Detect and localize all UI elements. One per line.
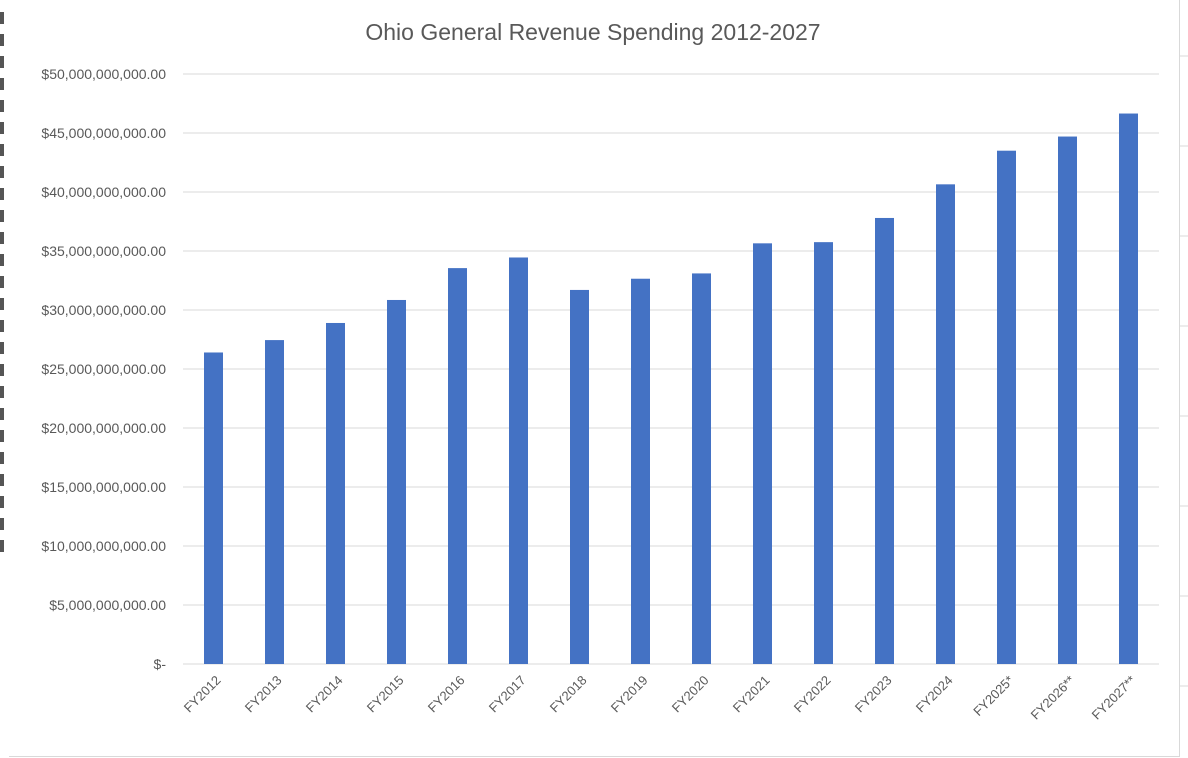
bar-fy2025 <box>997 150 1016 664</box>
row-header-strip <box>0 0 9 758</box>
y-tick-label: $25,000,000,000.00 <box>41 361 166 377</box>
bar-chart: Ohio General Revenue Spending 2012-2027 … <box>41 19 1159 723</box>
x-tick-label: FY2027** <box>1089 673 1139 723</box>
chart-title: Ohio General Revenue Spending 2012-2027 <box>365 19 820 45</box>
x-tick-label: FY2019 <box>608 673 651 716</box>
x-tick-label: FY2016 <box>425 673 468 716</box>
row-header-fragment <box>0 122 4 134</box>
y-tick-label: $35,000,000,000.00 <box>41 243 166 259</box>
x-tick-label: FY2012 <box>181 673 224 716</box>
row-header-fragment <box>0 430 4 442</box>
y-tick-label: $5,000,000,000.00 <box>49 597 166 613</box>
x-tick-label: FY2018 <box>547 673 590 716</box>
bar-fy2013 <box>265 340 284 664</box>
x-tick-label: FY2017 <box>486 673 529 716</box>
row-header-fragment <box>0 496 4 508</box>
gridlines <box>183 73 1159 665</box>
bar-fy2017 <box>509 257 528 664</box>
row-header-fragment <box>0 518 4 530</box>
bar-fy2019 <box>631 278 650 664</box>
bars <box>204 113 1138 665</box>
bar-fy2026 <box>1058 136 1077 665</box>
row-header-fragment <box>0 386 4 398</box>
bar-fy2014 <box>326 322 345 664</box>
row-header-fragment <box>0 34 4 46</box>
x-tick-label: FY2022 <box>791 673 834 716</box>
bar-fy2018 <box>570 289 589 664</box>
x-tick-label: FY2023 <box>852 673 895 716</box>
row-header-fragment <box>0 56 4 68</box>
row-header-fragment <box>0 342 4 354</box>
row-header-fragment <box>0 210 4 222</box>
row-header-fragment <box>0 276 4 288</box>
bar-fy2023 <box>875 217 894 664</box>
row-header-fragment <box>0 78 4 90</box>
row-header-fragment <box>0 144 4 156</box>
bar-fy2024 <box>936 184 955 664</box>
bar-fy2015 <box>387 299 406 664</box>
x-tick-label: FY2024 <box>913 673 956 716</box>
bar-fy2021 <box>753 243 772 664</box>
row-header-fragment <box>0 188 4 200</box>
y-tick-label: $15,000,000,000.00 <box>41 479 166 495</box>
row-header-fragment <box>0 166 4 178</box>
row-header-fragment <box>0 254 4 266</box>
y-tick-label: $20,000,000,000.00 <box>41 420 166 436</box>
row-header-fragment <box>0 364 4 376</box>
y-tick-label: $- <box>154 656 167 672</box>
row-header-fragment <box>0 100 4 112</box>
bar-fy2016 <box>448 268 467 664</box>
row-header-fragment <box>0 452 4 464</box>
x-tick-label: FY2020 <box>669 673 712 716</box>
bar-fy2022 <box>814 242 833 664</box>
row-header-fragment <box>0 474 4 486</box>
bar-fy2012 <box>204 352 223 664</box>
row-header-fragment <box>0 320 4 332</box>
x-tick-label: FY2013 <box>242 673 285 716</box>
bar-fy2027 <box>1119 113 1138 664</box>
row-header-fragment <box>0 298 4 310</box>
y-tick-label: $10,000,000,000.00 <box>41 538 166 554</box>
x-tick-label: FY2015 <box>364 673 407 716</box>
bar-fy2020 <box>692 273 711 664</box>
row-header-fragment <box>0 12 4 24</box>
x-tick-label: FY2025* <box>970 673 1016 719</box>
row-header-fragment <box>0 408 4 420</box>
x-tick-label: FY2014 <box>303 673 346 716</box>
x-tick-label: FY2021 <box>730 673 773 716</box>
y-tick-label: $40,000,000,000.00 <box>41 184 166 200</box>
row-header-fragment <box>0 232 4 244</box>
y-tick-label: $50,000,000,000.00 <box>41 66 166 82</box>
row-header-fragment <box>0 540 4 552</box>
y-tick-label: $30,000,000,000.00 <box>41 302 166 318</box>
chart-area[interactable]: Ohio General Revenue Spending 2012-2027 … <box>9 0 1180 757</box>
y-axis-ticks: $- $5,000,000,000.00 $10,000,000,000.00 $15… <box>41 66 166 672</box>
right-cell-edge <box>1179 55 1188 687</box>
x-tick-label: FY2026** <box>1028 673 1078 723</box>
x-axis-ticks: FY2012 FY2013 FY2014 FY2015 FY2016 FY2017 FY20… <box>181 673 1139 723</box>
y-tick-label: $45,000,000,000.00 <box>41 125 166 141</box>
